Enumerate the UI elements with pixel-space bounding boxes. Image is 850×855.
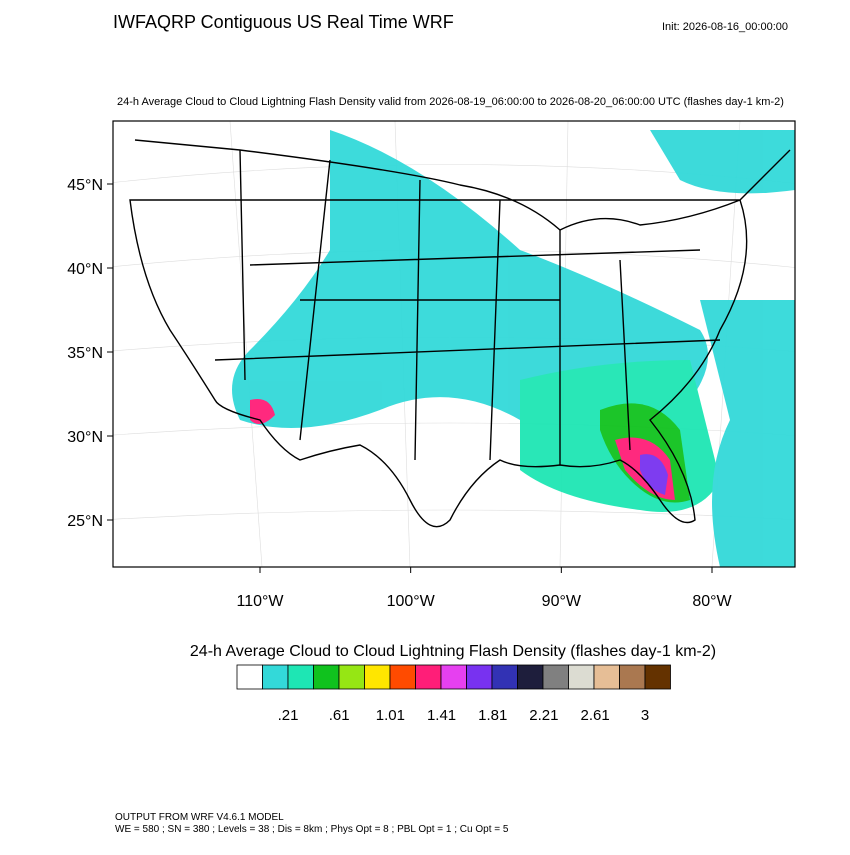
- lon-label: 100°W: [387, 593, 436, 610]
- lon-label: 90°W: [542, 593, 582, 610]
- colorbar-box: [542, 664, 569, 690]
- colorbar-label: .21: [278, 707, 299, 724]
- lat-label: 45°N: [67, 177, 103, 194]
- colorbar-box: [568, 664, 595, 690]
- colorbar: .21 .61 1.01 1.41 1.81 2.21 2.61 3: [236, 664, 671, 724]
- map: [112, 120, 796, 568]
- colorbar-box: [466, 664, 493, 690]
- colorbar-box: [389, 664, 416, 690]
- colorbar-title: 24-h Average Cloud to Cloud Lightning Fl…: [190, 643, 716, 660]
- colorbar-box: [517, 664, 544, 690]
- colorbar-box: [236, 664, 263, 690]
- lat-label: 25°N: [67, 513, 103, 530]
- colorbar-box: [415, 664, 442, 690]
- colorbar-label: 1.01: [376, 707, 405, 724]
- footer-line: WE = 580 ; SN = 380 ; Levels = 38 ; Dis …: [115, 824, 509, 835]
- lat-label: 30°N: [67, 429, 103, 446]
- colorbar-label: 1.41: [427, 707, 456, 724]
- footer-line: OUTPUT FROM WRF V4.6.1 MODEL: [115, 812, 284, 823]
- lon-label: 80°W: [692, 593, 732, 610]
- lat-label: 40°N: [67, 261, 103, 278]
- colorbar-label: 2.61: [580, 707, 609, 724]
- colorbar-box: [619, 664, 646, 690]
- colorbar-box: [491, 664, 518, 690]
- colorbar-box: [593, 664, 620, 690]
- title: IWFAQRP Contiguous US Real Time WRF: [113, 12, 454, 32]
- colorbar-box: [287, 664, 314, 690]
- colorbar-box: [338, 664, 365, 690]
- colorbar-label: 2.21: [529, 707, 558, 724]
- lon-label: 110°W: [236, 593, 284, 610]
- colorbar-label: 3: [641, 707, 649, 724]
- subtitle: 24-h Average Cloud to Cloud Lightning Fl…: [117, 96, 784, 108]
- lat-label: 35°N: [67, 345, 103, 362]
- init-time: Init: 2026-08-16_00:00:00: [662, 21, 788, 33]
- colorbar-label: 1.81: [478, 707, 507, 724]
- colorbar-label: .61: [329, 707, 350, 724]
- colorbar-box: [644, 664, 671, 690]
- colorbar-box: [364, 664, 391, 690]
- colorbar-box: [440, 664, 467, 690]
- colorbar-box: [262, 664, 289, 690]
- colorbar-box: [313, 664, 340, 690]
